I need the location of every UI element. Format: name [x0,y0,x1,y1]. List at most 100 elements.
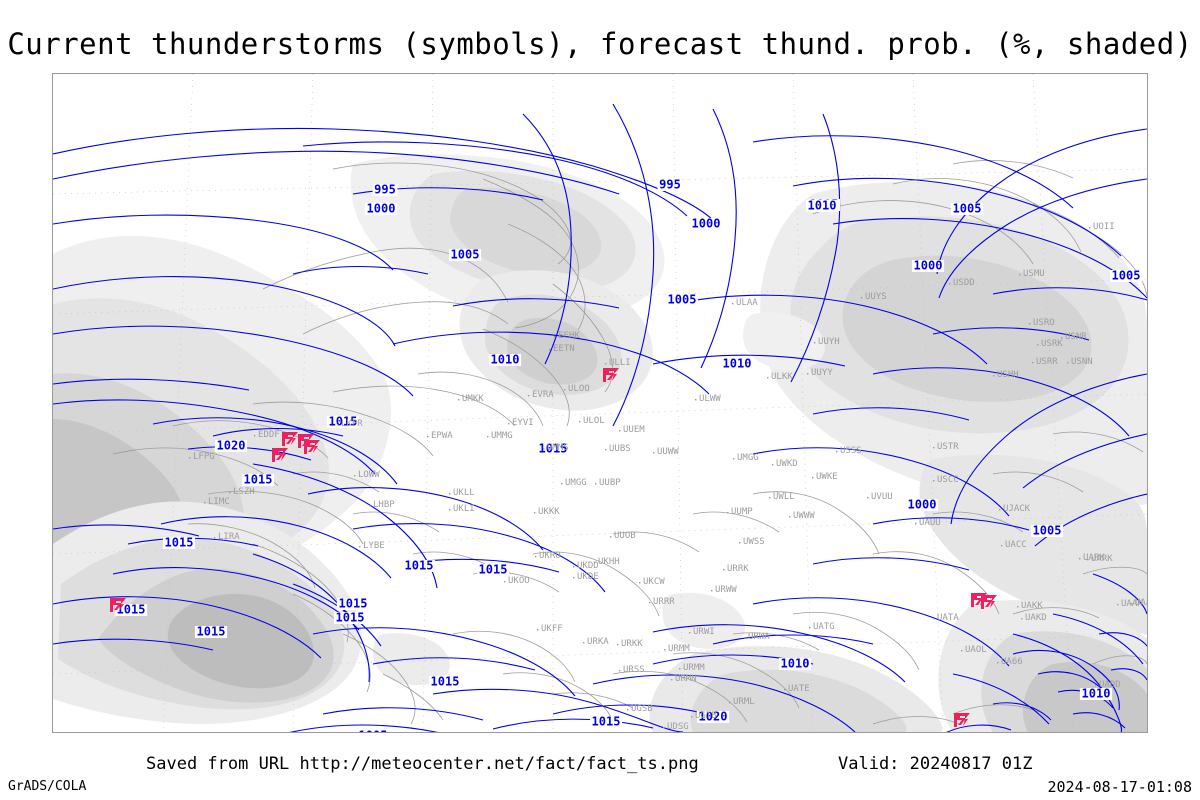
svg-text:1000: 1000 [367,202,396,216]
svg-text:UUBS: UUBS [609,444,631,454]
svg-text:UUYH: UUYH [818,337,840,347]
station-label: UKKK [534,507,560,517]
svg-text:UKRO: UKRO [539,551,561,561]
svg-text:USDD: USDD [953,278,975,288]
station-label: LIRA [214,532,240,542]
svg-text:1005: 1005 [1033,524,1062,538]
svg-text:USTR: USTR [937,442,959,452]
svg-text:UUYY: UUYY [811,368,833,378]
station-label: URRK [723,564,749,574]
isobar-label: 1005 [448,248,482,262]
svg-text:1015: 1015 [405,559,434,573]
svg-text:1015: 1015 [329,415,358,429]
svg-text:UDSG: UDSG [667,722,689,732]
svg-text:LIRA: LIRA [218,532,240,542]
station-label: UACC [1001,540,1027,550]
svg-text:UUMP: UUMP [731,507,753,517]
svg-text:UATE: UATE [788,684,810,694]
svg-text:LYBE: LYBE [363,541,385,551]
svg-text:UUBP: UUBP [599,478,621,488]
station-label: URSS [619,665,645,675]
svg-text:1010: 1010 [781,657,810,671]
svg-text:1015: 1015 [117,603,146,617]
svg-text:1015: 1015 [165,536,194,550]
thunderstorm-symbol [282,432,298,446]
thunderstorm-symbol [272,448,288,462]
station-label: UARK [1087,554,1113,564]
svg-text:UKCW: UKCW [643,577,665,587]
station-label: USRK [1037,339,1063,349]
svg-text:UATA: UATA [937,613,959,623]
station-label: UMGG [561,478,587,488]
svg-text:URWA: URWA [748,632,770,642]
svg-text:USCC: USCC [937,475,959,485]
station-label: USNR [1061,332,1087,342]
station-label: ULLI [605,358,631,368]
producer-label: GrADS/COLA [8,779,87,794]
svg-text:UKKK: UKKK [538,507,560,517]
isobar-label: 1015 [336,597,370,611]
svg-text:1015: 1015 [592,715,621,729]
isobar-label: 995 [657,178,683,192]
svg-text:URKK: URKK [621,639,643,649]
svg-text:UWWW: UWWW [793,511,815,521]
thunderstorm-symbol [981,595,997,609]
station-label: EPWA [427,431,453,441]
thunderstorm-symbol [954,713,970,727]
station-label: USHH [993,370,1019,380]
valid-time-text: Valid: 20240817 01Z [838,754,1033,774]
svg-text:URRK: URRK [727,564,749,574]
station-labels: EFHK EETN ULLI ULOO EVRA ULAA ULKK UUYY ULWW UMKK… [189,222,1147,732]
svg-text:USRR: USRR [1036,357,1058,367]
svg-text:UKDD: UKDD [577,561,599,571]
station-label: ULAA [732,298,758,308]
svg-text:1000: 1000 [914,259,943,273]
svg-text:1005: 1005 [1112,269,1141,283]
svg-text:UKOO: UKOO [508,576,530,586]
station-label: UMMG [487,431,513,441]
station-label: URML [729,697,755,707]
svg-text:URKA: URKA [587,637,609,647]
station-label: USMU [1019,269,1045,279]
thunderstorm-symbol [603,368,619,382]
svg-text:URMM: URMM [668,644,690,654]
map-panel[interactable]: 995 1000 1005 995 1000 1000 1005 1010 1005 1005 10… [52,73,1148,733]
station-label: UA66 [997,657,1023,667]
isobar-label: 1015 [241,473,275,487]
station-label: UATA [933,613,959,623]
svg-text:EETN: EETN [553,344,575,354]
station-label: UUEM [619,425,645,435]
svg-text:1020: 1020 [217,439,246,453]
station-label: UJACK [999,504,1031,514]
svg-text:USSS: USSS [840,446,862,456]
station-label: UAKK [1017,601,1043,611]
isobar-label: 1005 [1109,269,1143,283]
station-label: UKLL [449,488,475,498]
thunderstorm-symbol [110,598,126,612]
station-label: LHBP [369,500,395,510]
station-label: UMMS [543,443,569,453]
svg-text:UAKD: UAKD [1025,613,1047,623]
station-label: URKA [583,637,609,647]
station-label: EFHK [554,331,580,341]
svg-text:EPWA: EPWA [431,431,453,441]
svg-text:UATG: UATG [813,622,835,632]
station-label: UGTB [691,711,717,721]
svg-text:EVRA: EVRA [532,390,554,400]
station-label: LYBE [359,541,385,551]
station-label: UKOO [504,576,530,586]
isobar-label: 1000 [364,202,398,216]
station-label: UKFF [537,624,563,634]
svg-text:LFPG: LFPG [193,452,215,462]
station-label: UOII [1089,222,1115,232]
station-label: USSS [836,446,862,456]
isobar-label: 1010 [720,357,754,371]
station-label: UMKK [458,394,484,404]
station-label: UAOL [961,645,987,655]
footer-line: Saved from URL http://meteocenter.net/fa… [0,752,1200,776]
saved-from-url-text: Saved from URL http://meteocenter.net/fa… [146,754,699,774]
isobar-label: 1015 [326,415,360,429]
svg-text:UMGG: UMGG [565,478,587,488]
isobar-label: 1015 [114,603,148,617]
station-label: UWWW [789,511,815,521]
